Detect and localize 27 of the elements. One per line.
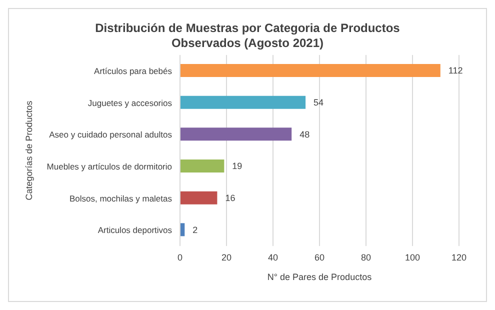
data-label: 112	[448, 66, 463, 76]
x-tick-label: 20	[221, 252, 232, 262]
bar	[180, 128, 292, 141]
x-tick-label: 60	[314, 252, 325, 262]
x-axis-title: N° de Pares de Productos	[267, 272, 372, 282]
y-tick-label: Bolsos, mochilas y maletas	[69, 193, 172, 204]
y-tick-label: Juguetes y accesorios	[88, 98, 172, 108]
y-tick-label: Articulos deportivos	[98, 225, 172, 236]
data-label: 19	[232, 161, 242, 172]
x-tick-label: 0	[177, 252, 183, 262]
data-label: 16	[225, 193, 236, 204]
x-tick-label: 120	[451, 252, 467, 262]
data-label: 54	[314, 98, 324, 108]
bar	[180, 64, 440, 77]
y-tick-label: Aseo y cuidado personal adultos	[49, 130, 172, 140]
y-tick-label: Muebles y artículos de dormitorio	[46, 161, 172, 172]
x-tick-label: 80	[360, 252, 372, 262]
data-label: 2	[192, 224, 198, 235]
x-tick-label: 100	[404, 252, 420, 262]
bar	[180, 160, 224, 172]
x-tick-label: 40	[268, 252, 278, 262]
data-label: 48	[300, 129, 310, 140]
bar	[180, 96, 306, 109]
y-axis-title: Categorías de Productos	[24, 100, 34, 200]
bar	[180, 191, 218, 204]
chart-title: Distribución de Muestras por Categoria de Productos Observados (Agosto 2021)	[94, 20, 401, 51]
y-tick-label: Artículos para bebés	[94, 66, 172, 76]
